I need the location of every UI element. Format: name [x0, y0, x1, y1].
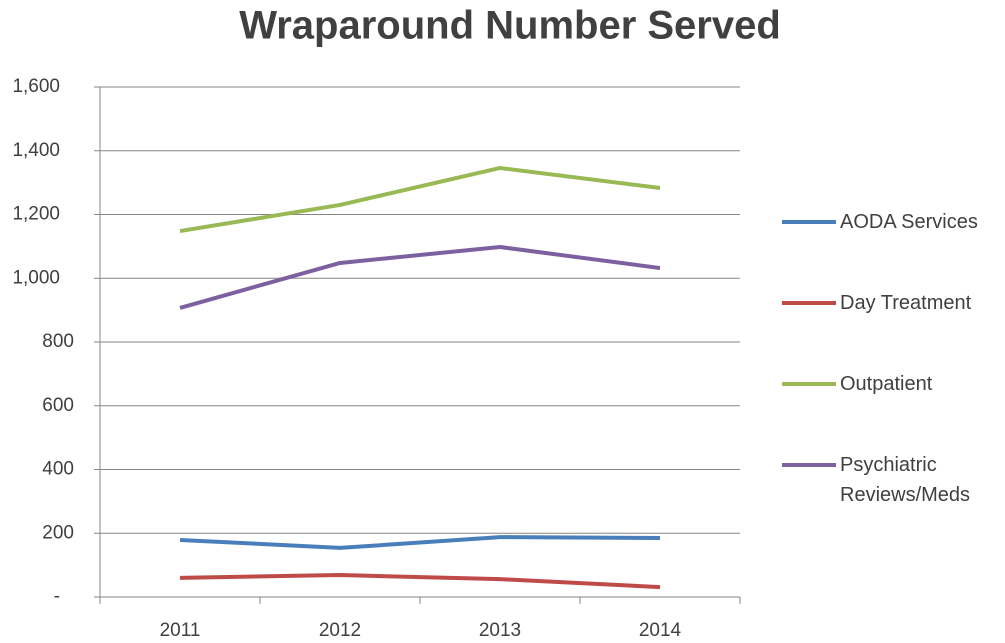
y-tick-label: 400: [42, 459, 74, 480]
series-line: [179, 535, 661, 550]
series-line: [179, 245, 661, 310]
chart-title: Wraparound Number Served: [239, 4, 781, 48]
y-tick-label: -: [54, 586, 60, 607]
series-line: [179, 165, 661, 234]
legend-label: Day Treatment: [840, 292, 972, 314]
y-tick-label: 1,200: [12, 204, 60, 225]
y-tick-label: 200: [42, 522, 74, 543]
y-tick-label: 800: [42, 331, 74, 352]
x-tick-label: 2012: [319, 620, 361, 641]
y-tick-label: 1,400: [12, 140, 60, 161]
y-tick-label: 1,000: [12, 267, 60, 288]
series-line: [179, 573, 661, 590]
x-tick-label: 2011: [160, 620, 201, 641]
legend-label: AODA Services: [840, 211, 978, 233]
x-tick-label: 2013: [479, 620, 521, 641]
legend-label: Outpatient: [840, 373, 933, 395]
legend-label: Psychiatric Reviews/Meds: [840, 454, 971, 506]
x-tick-label: 2014: [639, 620, 682, 641]
y-tick-label: 1,600: [12, 76, 60, 97]
y-tick-label: 600: [42, 395, 74, 416]
